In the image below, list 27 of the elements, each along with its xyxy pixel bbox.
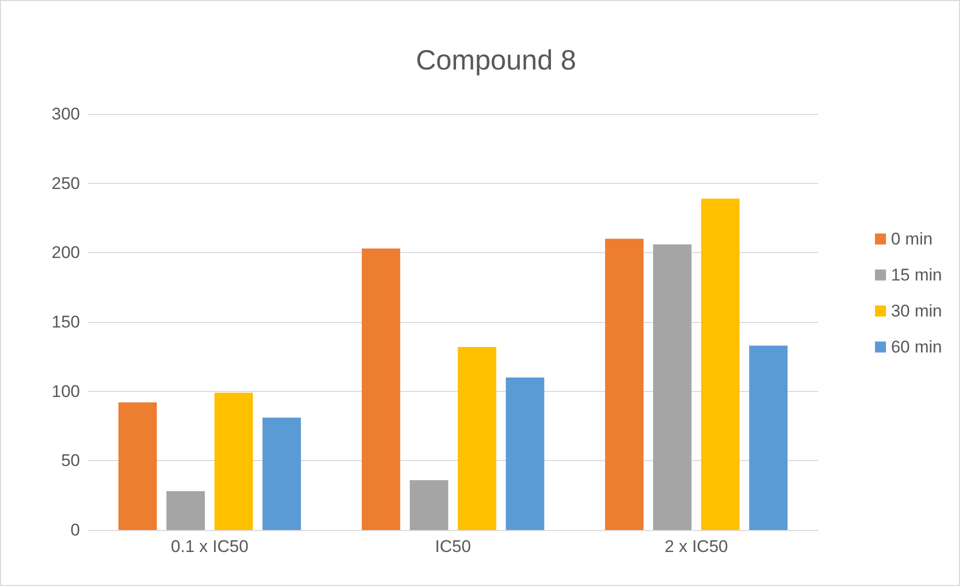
bar [458,346,496,530]
y-tick-label: 250 [52,174,80,193]
bar [410,480,448,530]
bar [653,244,692,530]
y-tick-label: 50 [61,451,80,470]
chart-title: Compound 8 [416,44,576,76]
bar [506,377,544,530]
legend-label: 0 min [890,230,933,248]
bar [605,238,644,530]
y-tick-label: 100 [52,382,80,401]
x-tick-label: 0.1 x IC50 [170,537,248,556]
bar [118,402,157,530]
bar [701,198,740,530]
bar [166,491,205,530]
bar [214,392,253,530]
y-tick-label: 150 [52,312,80,332]
x-tick-label: IC50 [435,537,471,556]
legend-label: 30 min [890,302,942,320]
legend-label: 60 min [890,338,942,356]
legend-label: 15 min [890,266,942,284]
bar [749,346,788,530]
y-tick-label: 0 [70,520,80,540]
x-tick-label: 2 x IC50 [664,537,728,556]
y-tick-label: 200 [52,243,80,262]
y-tick-label: 300 [52,104,80,124]
bar [262,418,301,530]
bar [362,248,400,530]
